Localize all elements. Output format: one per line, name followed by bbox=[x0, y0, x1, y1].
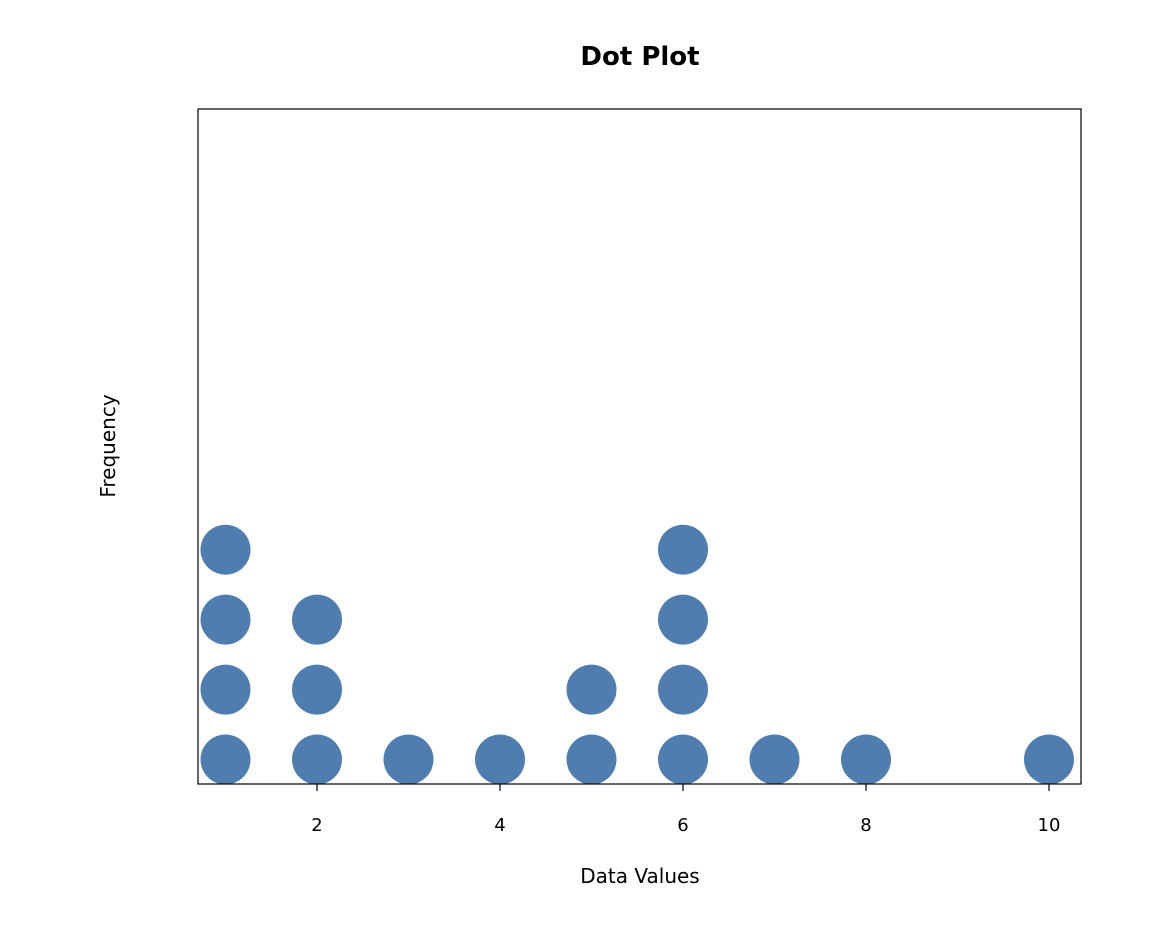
dot-x3-1 bbox=[383, 734, 434, 785]
dot-x1-4 bbox=[200, 524, 251, 575]
dot-x6-4 bbox=[658, 524, 708, 575]
x-tick-label-10: 10 bbox=[1038, 815, 1061, 836]
dots-layer bbox=[200, 524, 1074, 785]
dot-x8-1 bbox=[841, 734, 891, 785]
chart-title: Dot Plot bbox=[580, 42, 699, 72]
x-tick-label-6: 6 bbox=[677, 815, 688, 836]
dot-x2-3 bbox=[292, 594, 342, 645]
x-tick-label-4: 4 bbox=[494, 815, 505, 836]
dot-x2-1 bbox=[292, 734, 342, 785]
dot-x1-1 bbox=[200, 734, 251, 785]
plot-frame bbox=[197, 108, 1082, 785]
dot-x2-2 bbox=[292, 664, 342, 715]
dot-x1-2 bbox=[200, 664, 251, 715]
dot-x6-3 bbox=[658, 594, 708, 645]
y-axis-label: Frequency bbox=[96, 394, 120, 497]
dot-x5-2 bbox=[566, 664, 617, 715]
dot-x6-2 bbox=[658, 664, 708, 715]
x-tick-label-8: 8 bbox=[860, 815, 871, 836]
x-ticks: 2 4 6 8 10 bbox=[311, 784, 1060, 836]
dot-x10-1 bbox=[1024, 734, 1074, 785]
x-tick-label-2: 2 bbox=[311, 815, 322, 836]
dot-x6-1 bbox=[658, 734, 708, 785]
dot-x7-1 bbox=[749, 734, 800, 785]
x-axis-label: Data Values bbox=[580, 864, 699, 888]
dot-x5-1 bbox=[566, 734, 617, 785]
dot-x4-1 bbox=[475, 734, 525, 785]
dot-x1-3 bbox=[200, 594, 251, 645]
